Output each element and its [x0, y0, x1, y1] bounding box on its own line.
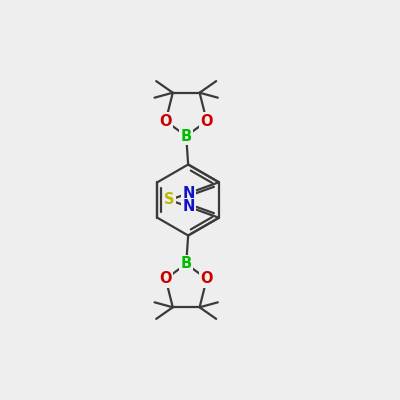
Text: O: O [200, 114, 213, 129]
Text: O: O [200, 271, 213, 286]
Text: O: O [160, 271, 172, 286]
Text: S: S [164, 192, 175, 208]
Text: N: N [182, 186, 194, 201]
Text: N: N [182, 199, 194, 214]
Text: O: O [160, 114, 172, 129]
Text: B: B [181, 128, 192, 144]
Text: B: B [181, 256, 192, 271]
